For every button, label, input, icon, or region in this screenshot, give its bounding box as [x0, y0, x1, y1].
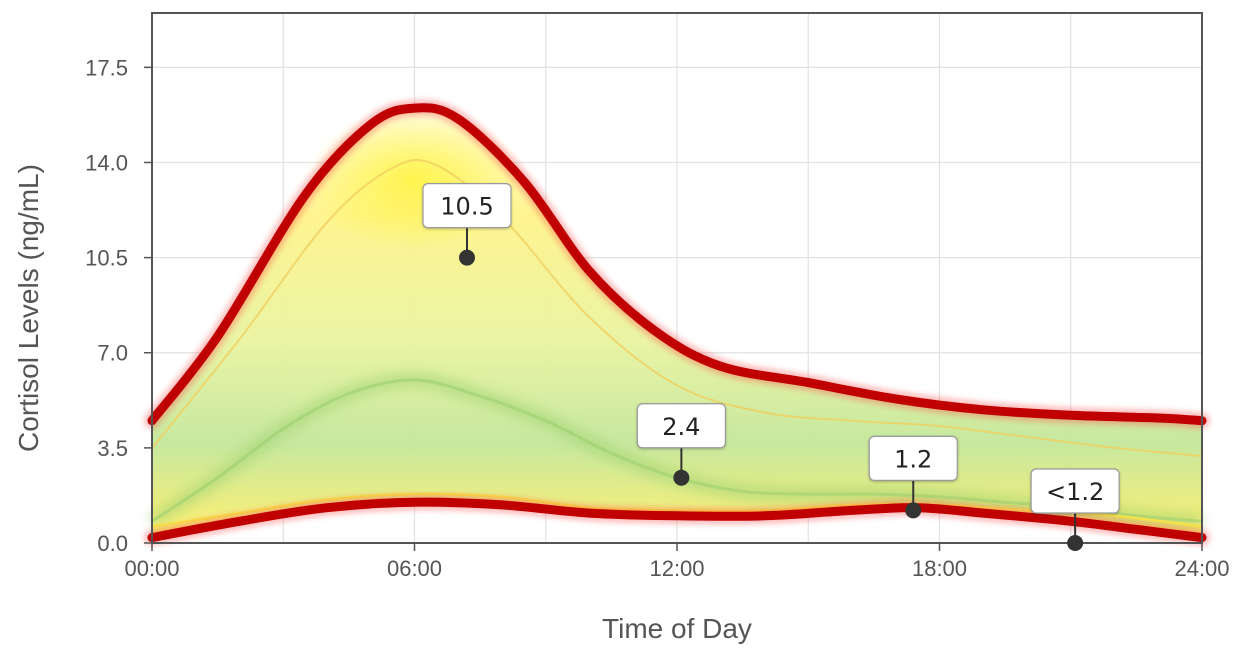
- callout-label: <1.2: [1046, 478, 1104, 506]
- y-tick-label: 3.5: [97, 436, 128, 461]
- data-point-marker: [459, 249, 475, 266]
- callout-box: [636, 403, 726, 449]
- y-axis-ticks: 0.0 3.5 7.0 10.5 14.0 17.5: [85, 55, 152, 556]
- upper-bound-line: [147, 103, 1207, 426]
- callout-box: [868, 435, 958, 481]
- data-point: 10.5: [422, 183, 512, 266]
- x-tick-label: 18:00: [912, 556, 967, 581]
- data-point-marker: [905, 502, 922, 519]
- data-point: <1.2: [1030, 468, 1120, 551]
- y-tick-label: 17.5: [85, 55, 128, 80]
- lower-bound-line: [147, 497, 1207, 543]
- x-tick-label: 00:00: [124, 556, 179, 581]
- y-tick-label: 14.0: [85, 150, 128, 175]
- data-points: 10.5 2.4 1.2 <1.2: [422, 183, 1120, 551]
- data-point-marker: [673, 469, 690, 486]
- y-tick-label: 7.0: [97, 341, 128, 366]
- y-tick-label: 10.5: [85, 246, 128, 271]
- data-point-marker: [1067, 535, 1084, 551]
- y-axis-title: Cortisol Levels (ng/mL): [13, 164, 44, 452]
- callout-label: 10.5: [440, 193, 493, 221]
- x-axis-ticks: 00:00 06:00 12:00 18:00 24:00: [124, 543, 1230, 581]
- x-tick-label: 06:00: [387, 556, 442, 581]
- x-tick-label: 12:00: [649, 556, 704, 581]
- callout-box: [1030, 468, 1120, 514]
- x-axis-title: Time of Day: [602, 613, 752, 644]
- data-point: 2.4: [636, 403, 726, 486]
- x-tick-label: 24:00: [1174, 556, 1229, 581]
- data-point: 1.2: [868, 435, 958, 519]
- callout-label: 1.2: [894, 445, 932, 473]
- callout-label: 2.4: [662, 413, 700, 441]
- upper-inner-line: [151, 158, 1203, 457]
- callout-box: [422, 183, 512, 229]
- y-tick-label: 0.0: [97, 531, 128, 556]
